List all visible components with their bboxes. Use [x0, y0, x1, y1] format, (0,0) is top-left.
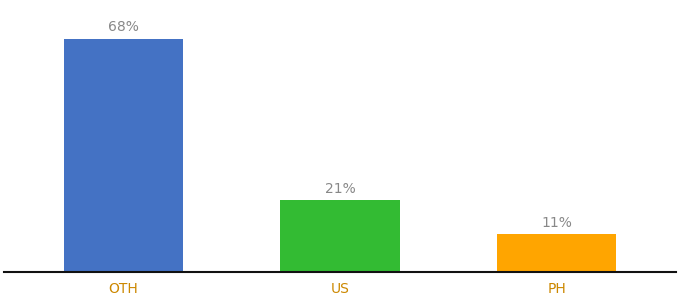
Bar [280, 200, 400, 272]
Text: 11%: 11% [541, 216, 572, 230]
Bar [64, 38, 183, 272]
Bar [497, 234, 616, 272]
Text: 68%: 68% [108, 20, 139, 34]
Text: 21%: 21% [324, 182, 356, 196]
